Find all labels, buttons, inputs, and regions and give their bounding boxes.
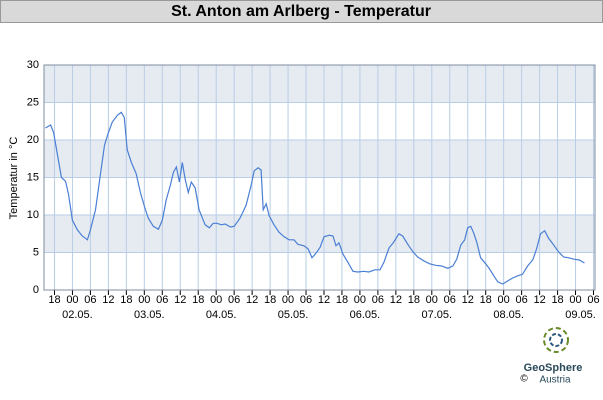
x-tick-label: 12 (533, 294, 545, 306)
date-label: 08.05. (493, 309, 524, 321)
y-tick-label: 0 (33, 284, 39, 296)
x-tick-label: 12 (174, 294, 186, 306)
y-tick-label: 25 (27, 96, 39, 108)
y-axis-label: Temperatur in °C (8, 137, 20, 220)
date-label: 04.05. (206, 309, 237, 321)
x-tick-label: 12 (246, 294, 258, 306)
date-label: 06.05. (350, 309, 381, 321)
date-label: 09.05. (565, 309, 596, 321)
x-tick-label: 18 (551, 294, 563, 306)
x-tick-label: 18 (192, 294, 204, 306)
x-tick-label: 06 (300, 294, 312, 306)
x-tick-label: 18 (120, 294, 132, 306)
x-tick-label: 00 (426, 294, 438, 306)
x-tick-label: 00 (66, 294, 78, 306)
logo-mark (549, 333, 563, 347)
x-tick-label: 18 (480, 294, 492, 306)
x-tick-label: 00 (282, 294, 294, 306)
x-tick-label: 00 (138, 294, 150, 306)
x-tick-label: 06 (587, 294, 599, 306)
x-tick-label: 06 (444, 294, 456, 306)
x-tick-label: 18 (48, 294, 60, 306)
line-series (45, 111, 585, 285)
x-tick-label: 12 (462, 294, 474, 306)
x-tick-label: 00 (210, 294, 222, 306)
date-label: 02.05. (62, 309, 93, 321)
x-tick-label: 12 (102, 294, 114, 306)
x-tick-label: 12 (390, 294, 402, 306)
y-tick-label: 30 (27, 59, 39, 71)
logo-name: GeoSphere (524, 362, 583, 374)
plot-frame (43, 64, 596, 291)
x-tick-label: 00 (354, 294, 366, 306)
x-tick-label: 18 (408, 294, 420, 306)
chart-title: St. Anton am Arlberg - Temperatur (171, 3, 431, 20)
y-tick-label: 5 (33, 246, 39, 258)
y-tick-label: 20 (27, 134, 39, 146)
x-tick-label: 06 (84, 294, 96, 306)
x-tick-label: 12 (318, 294, 330, 306)
logo-mark (543, 327, 569, 353)
copyright: © (520, 374, 528, 385)
x-tick-label: 00 (569, 294, 581, 306)
logo: GeoSphere Austria © (520, 327, 583, 386)
x-tick-label: 00 (498, 294, 510, 306)
x-tick-label: 18 (264, 294, 276, 306)
date-label: 03.05. (134, 309, 165, 321)
x-tick-label: 06 (516, 294, 528, 306)
x-tick-label: 06 (156, 294, 168, 306)
x-tick-label: 18 (336, 294, 348, 306)
date-label: 07.05. (421, 309, 452, 321)
logo-sub: Austria (539, 375, 571, 386)
y-tick-label: 10 (27, 209, 39, 221)
y-tick-label: 15 (27, 171, 39, 183)
date-label: 05.05. (278, 309, 309, 321)
x-tick-label: 06 (228, 294, 240, 306)
plot-area: 0 5 10 15 20 25 30 18 00 06 12 18 00 06 12 18 00 06 12 18 00… (27, 59, 600, 321)
x-tick-label: 06 (372, 294, 384, 306)
